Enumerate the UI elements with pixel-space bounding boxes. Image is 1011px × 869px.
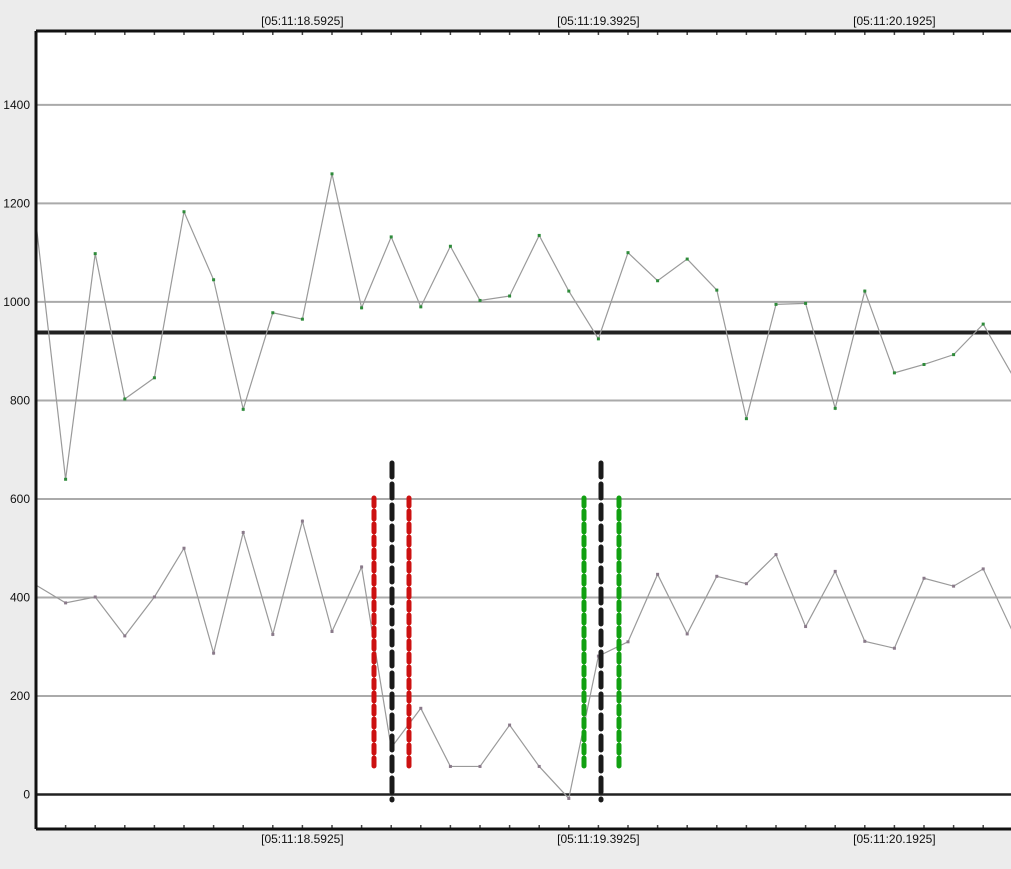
- data-point: [863, 289, 867, 293]
- y-tick-label: 200: [10, 689, 30, 703]
- series-line-2: [35, 518, 1011, 800]
- data-point: [774, 553, 778, 557]
- data-point: [64, 601, 68, 605]
- series-layer: [35, 172, 1011, 800]
- data-point: [774, 302, 778, 306]
- data-point: [93, 252, 97, 256]
- data-point: [123, 397, 127, 401]
- data-point: [744, 582, 748, 586]
- data-point: [715, 574, 719, 578]
- y-tick-label: 800: [10, 393, 30, 407]
- data-point: [952, 353, 956, 357]
- data-point: [330, 172, 334, 176]
- data-point: [330, 629, 334, 633]
- x-tick-label-top: [05:11:20.1925]: [853, 14, 936, 28]
- data-point: [152, 376, 156, 380]
- plot-background: [36, 31, 1011, 829]
- data-point: [952, 584, 956, 588]
- vertical-marker-layer: [371, 460, 622, 803]
- data-point: [892, 646, 896, 650]
- data-point: [537, 764, 541, 768]
- data-point: [448, 244, 452, 248]
- data-point: [685, 632, 689, 636]
- x-tick-label-bottom: [05:11:19.3925]: [557, 832, 640, 846]
- data-point: [656, 572, 660, 576]
- data-point: [300, 317, 304, 321]
- y-tick-label: 600: [10, 492, 30, 506]
- y-tick-label: 0: [23, 788, 30, 802]
- data-point: [389, 235, 393, 239]
- data-point: [448, 764, 452, 768]
- data-point: [508, 294, 512, 298]
- data-point: [478, 298, 482, 302]
- data-point: [715, 288, 719, 292]
- x-tick-label-bottom: [05:11:18.5925]: [261, 832, 344, 846]
- data-point: [241, 530, 245, 534]
- data-point: [271, 632, 275, 636]
- data-point: [182, 210, 186, 214]
- data-point: [271, 311, 275, 315]
- data-point: [626, 251, 630, 255]
- data-point: [93, 595, 97, 599]
- data-point: [212, 278, 216, 282]
- series-line-1: [35, 173, 1011, 480]
- data-point: [981, 567, 985, 571]
- axis-layer: [34, 29, 1011, 831]
- data-point: [360, 565, 364, 569]
- data-point: [182, 546, 186, 550]
- data-point: [123, 634, 127, 638]
- data-point: [64, 477, 68, 481]
- data-point: [804, 301, 808, 305]
- data-point: [626, 640, 630, 644]
- data-point: [596, 337, 600, 341]
- data-point: [478, 764, 482, 768]
- data-point: [212, 651, 216, 655]
- data-point: [656, 279, 660, 283]
- data-point: [419, 305, 423, 309]
- data-point: [537, 233, 541, 237]
- data-point: [685, 257, 689, 261]
- x-tick-label-bottom: [05:11:20.1925]: [853, 832, 936, 846]
- y-tick-label: 1400: [3, 98, 30, 112]
- data-point: [596, 654, 600, 658]
- data-point: [922, 576, 926, 580]
- data-point: [981, 322, 985, 326]
- data-point: [360, 306, 364, 310]
- y-tick-label: 1200: [3, 196, 30, 210]
- data-point: [892, 371, 896, 375]
- data-point: [419, 706, 423, 710]
- data-point: [744, 417, 748, 421]
- data-point: [922, 362, 926, 366]
- data-point: [241, 407, 245, 411]
- data-point: [863, 639, 867, 643]
- data-point: [567, 289, 571, 293]
- tick-layer: 0 200 400 600 800 1000 1200 1400 [05:11:18.5925]…: [3, 14, 984, 846]
- data-point: [833, 406, 837, 410]
- x-tick-label-top: [05:11:19.3925]: [557, 14, 640, 28]
- data-point: [152, 595, 156, 599]
- data-point: [804, 625, 808, 629]
- data-point: [300, 519, 304, 523]
- data-point: [508, 723, 512, 727]
- data-point: [833, 569, 837, 573]
- y-tick-label: 1000: [3, 295, 30, 309]
- x-tick-label-top: [05:11:18.5925]: [261, 14, 344, 28]
- y-tick-label: 400: [10, 590, 30, 604]
- data-point: [567, 796, 571, 800]
